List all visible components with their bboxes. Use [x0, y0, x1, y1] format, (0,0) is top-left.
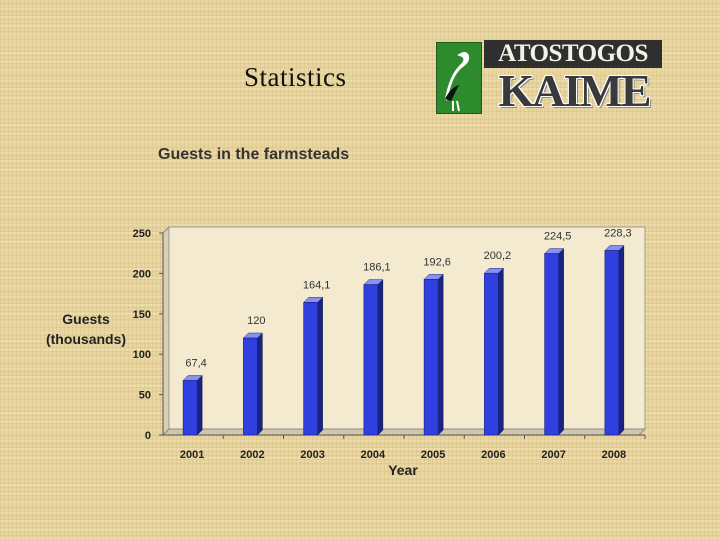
bar-side — [618, 244, 625, 436]
x-tick-label: 2003 — [300, 449, 324, 461]
data-label: 186,1 — [363, 262, 391, 274]
logo-text-top: ATOSTOGOS — [484, 40, 662, 68]
y-tick-label: 250 — [133, 228, 151, 240]
x-tick-label: 2005 — [421, 449, 445, 461]
data-label: 228,3 — [604, 228, 632, 240]
x-tick-label: 2002 — [240, 449, 264, 461]
y-tick-label: 50 — [139, 390, 151, 402]
plot-floor — [161, 428, 647, 436]
stork-icon — [436, 42, 482, 114]
bar-side — [257, 332, 263, 436]
plot-side-wall — [162, 225, 170, 437]
data-label: 200,2 — [484, 250, 512, 262]
y-axis-label-line2: (thousands) — [45, 331, 127, 347]
bar-side — [196, 374, 203, 436]
bar-side — [498, 267, 504, 436]
x-tick-label: 2001 — [180, 449, 204, 461]
bar — [544, 253, 559, 436]
bar — [303, 302, 318, 436]
y-tick-label: 0 — [145, 430, 151, 442]
bar-side — [558, 248, 564, 436]
bar-side — [317, 296, 323, 436]
slide-title: Statistics — [244, 62, 347, 92]
x-tick-label: 2006 — [481, 449, 505, 461]
y-axis-label: Guests (thousands) — [30, 309, 142, 349]
x-tick-label: 2008 — [602, 449, 626, 461]
logo-text-bottom: KAIME — [498, 65, 652, 116]
y-tick-label: 100 — [133, 349, 151, 361]
bar — [484, 272, 499, 436]
bar — [363, 284, 379, 436]
data-label: 67,4 — [185, 358, 206, 370]
data-label: 224,5 — [544, 231, 572, 243]
bar — [604, 250, 620, 436]
x-tick-label: 2007 — [541, 449, 565, 461]
bar-side — [437, 273, 444, 436]
data-label: 192,6 — [423, 256, 451, 268]
chart-title: Guests in the farmsteads — [158, 146, 350, 163]
bar — [423, 279, 439, 436]
data-label: 120 — [247, 315, 265, 327]
x-axis-label: Year — [388, 462, 418, 478]
atostogos-kaime-logo: ATOSTOGOS KAIME — [436, 40, 668, 114]
bar — [243, 337, 258, 436]
x-tick-label: 2004 — [361, 449, 386, 461]
plot-back-wall — [168, 226, 646, 430]
bar — [182, 380, 198, 436]
bar-side — [377, 279, 384, 436]
y-tick-label: 200 — [133, 268, 151, 280]
y-axis-label-line1: Guests — [62, 311, 110, 327]
y-tick-label: 150 — [133, 309, 151, 321]
data-label: 164,1 — [303, 279, 331, 291]
